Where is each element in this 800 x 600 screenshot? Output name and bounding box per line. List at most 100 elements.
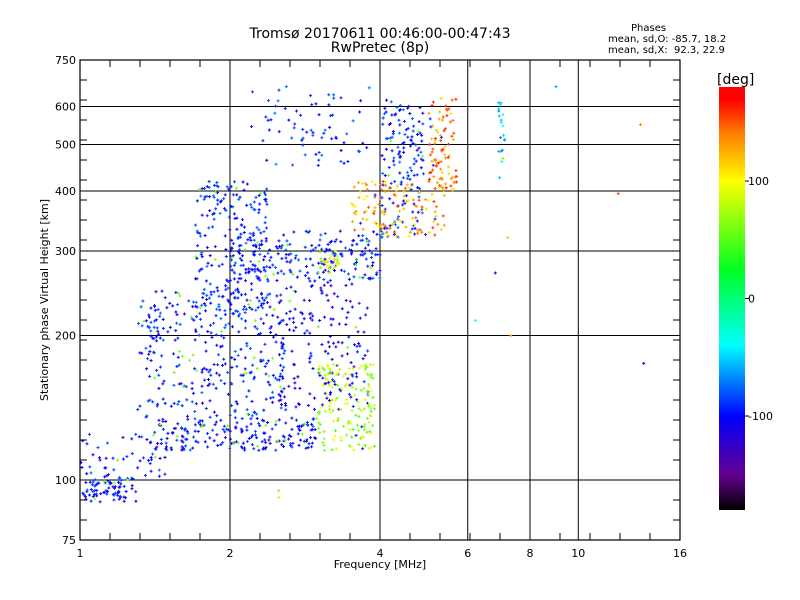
data-point: [320, 136, 324, 140]
data-point: [279, 299, 283, 303]
data-point: [134, 432, 138, 436]
data-point: [398, 154, 402, 158]
data-point: [281, 377, 285, 381]
data-point: [279, 269, 283, 273]
data-point: [382, 212, 386, 216]
data-point: [378, 269, 382, 273]
data-point: [152, 350, 156, 354]
data-point: [497, 107, 501, 111]
data-point: [380, 210, 384, 214]
data-point: [257, 448, 261, 452]
data-point: [387, 122, 391, 126]
data-point: [134, 499, 138, 503]
data-point: [473, 318, 477, 322]
data-point: [106, 479, 110, 483]
data-point: [344, 298, 348, 302]
data-point: [418, 131, 422, 135]
data-point: [368, 249, 372, 253]
data-point: [383, 190, 387, 194]
data-point: [322, 283, 326, 287]
data-point: [332, 257, 336, 261]
data-point: [299, 113, 303, 117]
data-point: [200, 425, 204, 429]
data-point: [317, 371, 321, 375]
data-point: [232, 270, 236, 274]
data-point: [233, 217, 237, 221]
data-point: [413, 222, 417, 226]
data-point: [369, 389, 373, 393]
data-point: [444, 104, 448, 108]
data-point: [279, 372, 283, 376]
data-point: [195, 369, 199, 373]
data-point: [368, 430, 372, 434]
data-point: [326, 298, 330, 302]
data-point: [334, 447, 338, 451]
data-point: [413, 204, 417, 208]
data-point: [317, 426, 321, 430]
data-point: [277, 239, 281, 243]
data-point: [447, 142, 451, 146]
data-point: [267, 128, 271, 132]
data-point: [199, 424, 203, 428]
data-point: [235, 227, 239, 231]
data-point: [265, 301, 269, 305]
data-point: [255, 444, 259, 448]
data-point: [237, 197, 241, 201]
data-point: [394, 189, 398, 193]
data-point: [198, 306, 202, 310]
data-point: [378, 196, 382, 200]
data-point: [311, 314, 315, 318]
data-point: [406, 174, 410, 178]
data-point: [232, 277, 236, 281]
data-point: [418, 228, 422, 232]
data-point: [243, 448, 247, 452]
data-point: [240, 446, 244, 450]
data-point: [237, 290, 241, 294]
data-point: [418, 106, 422, 110]
data-point: [285, 323, 289, 327]
data-point: [237, 330, 241, 334]
data-point: [245, 425, 249, 429]
data-point: [369, 431, 373, 435]
data-point: [328, 265, 332, 269]
data-point: [325, 264, 329, 268]
data-point: [363, 353, 367, 357]
data-point: [130, 484, 134, 488]
data-point: [231, 325, 235, 329]
data-point: [264, 372, 268, 376]
data-point: [402, 146, 406, 150]
data-point: [358, 110, 362, 114]
data-point: [188, 448, 192, 452]
data-point: [144, 346, 148, 350]
data-point: [321, 259, 325, 263]
data-point: [275, 378, 279, 382]
data-point: [372, 363, 376, 367]
data-point: [288, 268, 292, 272]
data-point: [299, 310, 303, 314]
data-point: [432, 200, 436, 204]
data-point: [262, 446, 266, 450]
data-point: [302, 298, 306, 302]
data-point: [298, 386, 302, 390]
data-point: [175, 321, 179, 325]
data-point: [136, 466, 140, 470]
data-point: [369, 406, 373, 410]
data-point: [250, 307, 254, 311]
data-point: [340, 307, 344, 311]
data-point: [309, 428, 313, 432]
data-point: [221, 441, 225, 445]
data-point: [84, 497, 88, 501]
data-point: [140, 351, 144, 355]
data-point: [251, 231, 255, 235]
data-point: [103, 481, 107, 485]
data-point: [177, 349, 181, 353]
data-point: [184, 385, 188, 389]
data-point: [381, 122, 385, 126]
data-point: [238, 272, 242, 276]
data-point: [254, 433, 258, 437]
data-point: [429, 125, 433, 129]
data-point: [509, 334, 513, 338]
data-point: [410, 182, 414, 186]
data-point: [367, 239, 371, 243]
data-point: [290, 416, 294, 420]
